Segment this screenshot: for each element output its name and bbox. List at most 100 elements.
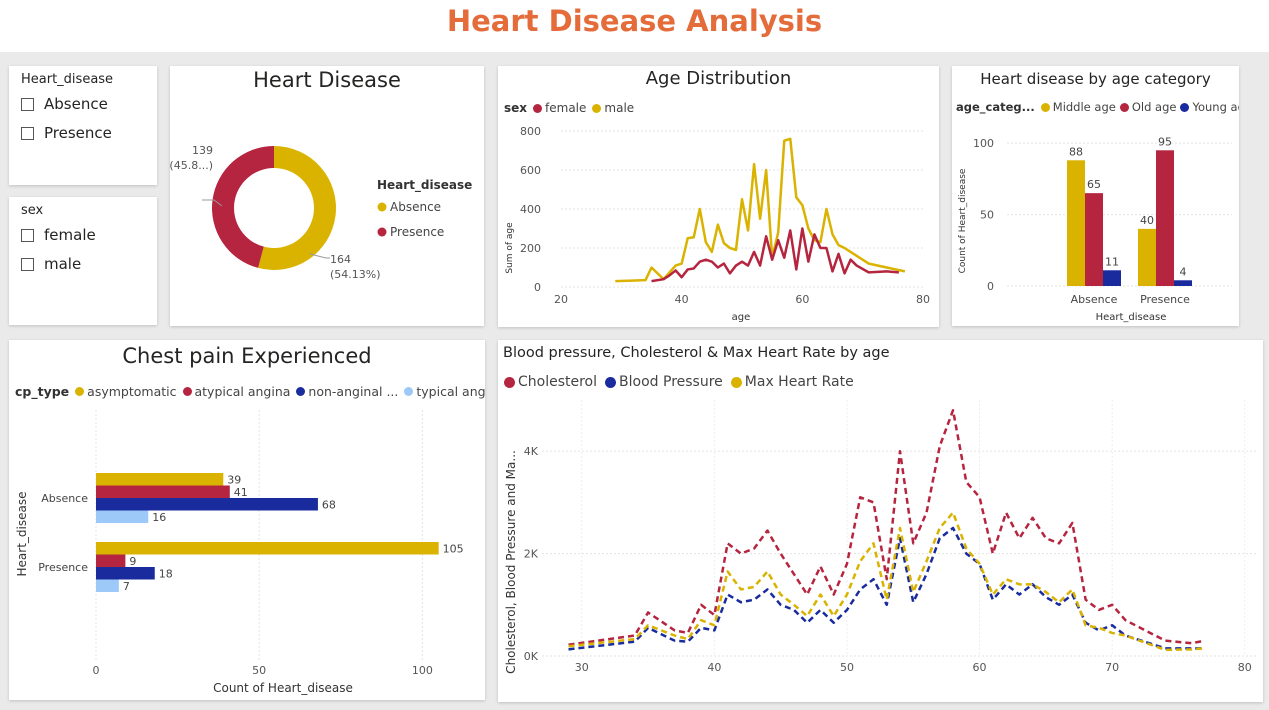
data-label: (54.13%) [330, 268, 381, 281]
x-tick-label: 40 [707, 661, 721, 674]
bar-absence-3 [96, 510, 149, 523]
slicer-option-absence[interactable]: Absence [21, 95, 108, 113]
legend-marker [75, 387, 85, 396]
legend-marker [605, 376, 617, 388]
bar-presence-0 [1138, 228, 1156, 286]
x-tick-label: 0 [93, 664, 100, 677]
chart-title: Blood pressure, Cholesterol & Max Heart … [503, 345, 890, 361]
legend-label: Middle age [1052, 100, 1116, 114]
slicer-option-female[interactable]: female [21, 226, 96, 244]
leader-line [202, 199, 223, 207]
data-label: (45.8...) [170, 159, 213, 172]
x-tick-label: 50 [252, 664, 266, 677]
chart-legend: age_categ... Middle age Old age Young ag… [956, 100, 1239, 114]
series-line-female [651, 227, 899, 283]
data-label: 11 [1105, 255, 1119, 268]
legend-item[interactable]: asymptomatic [75, 384, 177, 399]
x-tick-label: 100 [412, 664, 433, 677]
legend-marker [377, 202, 387, 212]
slicer-option-label: Presence [44, 124, 112, 142]
legend-marker [1119, 102, 1129, 112]
age-distribution-card: Age Distribution sex female male 0 200 400… [498, 66, 939, 327]
slicer-option-label: Absence [44, 95, 108, 113]
data-label: 4 [1180, 265, 1187, 278]
y-axis-label: Sum of age [505, 222, 515, 274]
x-tick-label: 80 [916, 293, 930, 306]
slicer-title: Heart_disease [21, 72, 114, 87]
bar-presence-3 [96, 579, 119, 592]
y-tick-label: 100 [973, 137, 994, 150]
y-axis-label: Count of Heart_disease [958, 168, 968, 273]
legend-marker [1180, 102, 1190, 112]
bar-absence-0 [96, 473, 224, 486]
age-category-bar-chart: 0 50 100 88 65 11 Absence 40 95 4 Presence Heart_d… [958, 135, 1232, 323]
chart-legend: Cholesterol Blood Pressure Max Heart Rat… [504, 374, 860, 390]
bar-absence-2 [96, 498, 318, 511]
slicer-sex: sex female male [9, 197, 157, 325]
data-label: 164 [330, 253, 351, 266]
legend-item[interactable]: Middle age [1040, 100, 1116, 114]
legend-item[interactable]: Old age [1119, 100, 1176, 114]
data-label: 95 [1158, 135, 1172, 148]
legend-item[interactable]: Cholesterol [504, 374, 597, 390]
data-label: 18 [159, 568, 173, 581]
legend-item[interactable]: typical angi... [404, 384, 485, 399]
checkbox-icon[interactable] [21, 126, 34, 140]
checkbox-icon[interactable] [21, 257, 34, 271]
data-label: 139 [192, 144, 213, 157]
chart-title: Heart disease by age category [980, 70, 1211, 88]
legend-label: non-anginal ... [308, 384, 399, 399]
series-line-max-heart-rate [568, 511, 1206, 652]
x-tick-label: 60 [973, 661, 987, 674]
bar-presence-1 [1156, 150, 1174, 286]
legend-item[interactable]: atypical angina [182, 384, 291, 399]
data-label: 41 [234, 486, 248, 499]
y-tick-label: Presence [38, 561, 88, 574]
legend-marker [182, 387, 192, 396]
legend-marker [730, 376, 742, 388]
bp-cholesterol-card: Blood pressure, Cholesterol & Max Heart … [498, 340, 1263, 702]
bar-presence-2 [96, 567, 155, 580]
legend-item[interactable]: Young age [1180, 100, 1239, 114]
legend-label: Max Heart Rate [744, 374, 854, 390]
legend-item[interactable]: Max Heart Rate [730, 374, 854, 390]
legend-label: female [545, 101, 587, 115]
y-tick-label: 0 [534, 281, 541, 294]
legend-item[interactable]: female [533, 101, 586, 115]
legend-marker [404, 387, 414, 396]
y-tick-label: 200 [520, 242, 541, 255]
page-title: Heart Disease Analysis [446, 4, 823, 38]
legend-item[interactable]: non-anginal ... [296, 384, 398, 399]
legend-label: asymptomatic [87, 384, 177, 399]
checkbox-icon[interactable] [21, 97, 34, 111]
bar-presence-1 [96, 554, 126, 567]
header-bar: Heart Disease Analysis [0, 0, 1269, 52]
x-tick-label: 70 [1105, 661, 1119, 674]
bar-absence-0 [1067, 160, 1085, 286]
slicer-option-label: female [44, 226, 96, 244]
legend-label: atypical angina [194, 384, 291, 399]
bar-absence-1 [1085, 193, 1103, 286]
x-axis-label: Count of Heart_disease [213, 681, 353, 695]
slicer-option-presence[interactable]: Presence [21, 124, 112, 142]
checkbox-icon[interactable] [21, 228, 34, 242]
data-label: 65 [1087, 178, 1101, 191]
data-label: 16 [152, 511, 166, 524]
legend-label: male [604, 101, 635, 115]
y-tick-label: 400 [520, 203, 541, 216]
legend-marker [533, 103, 543, 113]
legend-item[interactable]: male [592, 101, 634, 115]
age-category-card: Heart disease by age category age_categ.… [952, 66, 1239, 326]
data-label: 88 [1069, 145, 1083, 158]
data-label: 7 [123, 580, 130, 593]
legend-marker [504, 376, 515, 388]
legend-item[interactable]: Blood Pressure [605, 374, 723, 390]
data-label: 105 [443, 543, 464, 556]
legend-marker [1040, 102, 1050, 112]
y-tick-label: 800 [520, 125, 541, 138]
chest-pain-card: Chest pain Experienced cp_type asymptoma… [9, 340, 485, 700]
slicer-heart-disease: Heart_disease Absence Presence [9, 66, 157, 185]
slicer-option-label: male [44, 255, 82, 273]
slicer-option-male[interactable]: male [21, 255, 81, 273]
